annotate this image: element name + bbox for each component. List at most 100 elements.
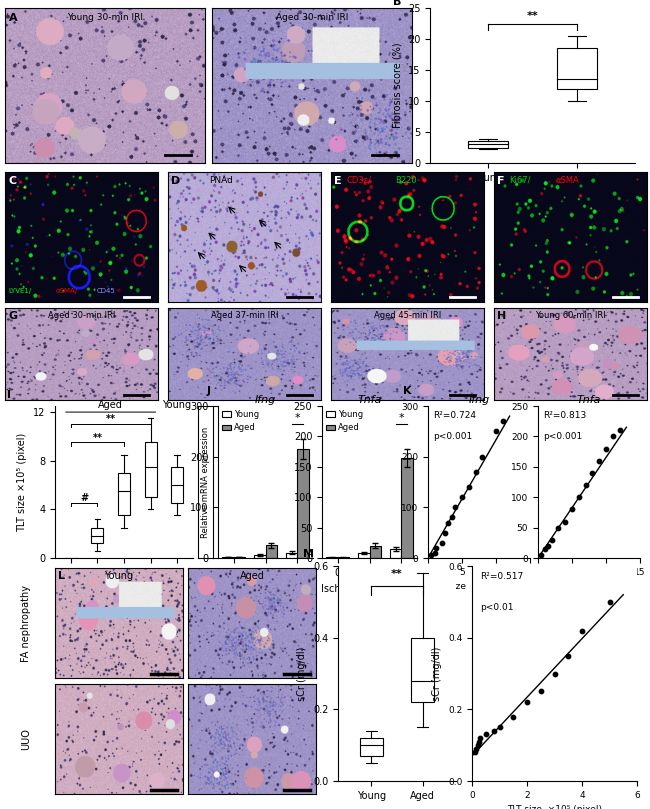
- Point: [463, 481, 474, 493]
- Text: Young: Young: [105, 571, 133, 582]
- Text: #: #: [80, 493, 88, 503]
- Y-axis label: TLT size ×10⁵ (pixel): TLT size ×10⁵ (pixel): [18, 432, 27, 532]
- Text: **: **: [526, 11, 538, 21]
- Point: [553, 521, 564, 534]
- Text: Aged 45-min IRI: Aged 45-min IRI: [374, 311, 441, 320]
- Text: L: L: [58, 571, 64, 582]
- Text: LYVE1/: LYVE1/: [8, 288, 31, 294]
- Bar: [402, 458, 413, 558]
- Text: FA nephropathy: FA nephropathy: [21, 584, 31, 662]
- Text: αSMA/: αSMA/: [55, 288, 77, 294]
- X-axis label: Ischemic time (min): Ischemic time (min): [216, 583, 315, 593]
- Point: [447, 511, 457, 524]
- Text: R²=0.517: R²=0.517: [480, 573, 523, 582]
- Text: E: E: [334, 176, 342, 186]
- Text: Aged: Aged: [98, 400, 123, 410]
- Text: Aged 30-min IRI: Aged 30-min IRI: [48, 311, 115, 320]
- Bar: [118, 473, 130, 515]
- Point: [536, 685, 546, 698]
- Text: *: *: [294, 413, 300, 423]
- Point: [604, 595, 615, 608]
- Bar: [390, 549, 402, 558]
- Text: Ki67/: Ki67/: [510, 176, 531, 185]
- Point: [536, 549, 547, 561]
- X-axis label: TLT size  ×10⁵ (pixel): TLT size ×10⁵ (pixel): [507, 805, 602, 809]
- X-axis label: Ischemic time (min): Ischemic time (min): [320, 583, 419, 593]
- Point: [480, 728, 491, 741]
- Bar: [92, 527, 103, 544]
- X-axis label: TLT size  ×10⁵ (pixel): TLT size ×10⁵ (pixel): [432, 582, 526, 591]
- Point: [430, 546, 440, 559]
- Point: [491, 425, 501, 438]
- Bar: [358, 553, 369, 558]
- Point: [540, 542, 550, 555]
- Bar: [222, 557, 233, 558]
- Text: **: **: [106, 414, 116, 425]
- Point: [567, 503, 577, 516]
- Text: CD45: CD45: [97, 288, 116, 294]
- Text: CD3ε/: CD3ε/: [346, 176, 371, 185]
- Point: [601, 442, 611, 455]
- Text: Aged 30-min IRI: Aged 30-min IRI: [276, 13, 348, 22]
- Bar: [144, 443, 157, 498]
- Y-axis label: sCr (mg/dl): sCr (mg/dl): [432, 646, 443, 701]
- Text: J: J: [207, 386, 211, 396]
- Point: [522, 696, 532, 709]
- Text: Aged 37-min IRI: Aged 37-min IRI: [211, 311, 278, 320]
- Text: **: **: [391, 569, 403, 578]
- Title: Tnfa: Tnfa: [577, 396, 601, 405]
- X-axis label: TLT size  ×10⁵ (pixel): TLT size ×10⁵ (pixel): [541, 582, 636, 591]
- Text: M: M: [303, 549, 313, 559]
- Bar: [360, 738, 383, 756]
- Text: I: I: [6, 391, 10, 400]
- Text: Young 30-min IRI: Young 30-min IRI: [67, 13, 143, 22]
- Point: [469, 746, 480, 759]
- Text: Aged: Aged: [240, 571, 265, 582]
- Point: [549, 667, 560, 680]
- Point: [498, 415, 508, 428]
- Bar: [557, 49, 597, 89]
- Point: [577, 624, 587, 637]
- Legend: Young, Aged: Young, Aged: [326, 410, 363, 432]
- Bar: [468, 142, 508, 147]
- Text: Young 60-min IRI: Young 60-min IRI: [535, 311, 606, 320]
- Point: [594, 454, 604, 467]
- Point: [473, 739, 483, 752]
- Point: [573, 491, 584, 504]
- Text: G: G: [8, 311, 17, 320]
- Point: [560, 515, 571, 528]
- Bar: [369, 546, 381, 558]
- Point: [450, 501, 460, 514]
- Bar: [265, 545, 277, 558]
- Point: [431, 541, 441, 554]
- Point: [489, 724, 499, 737]
- Text: R²=0.813: R²=0.813: [543, 410, 586, 420]
- Text: R²=0.724: R²=0.724: [433, 410, 476, 420]
- Point: [563, 649, 573, 662]
- Bar: [286, 553, 298, 558]
- Text: αSMA: αSMA: [555, 176, 579, 185]
- Title: Tnfa: Tnfa: [358, 396, 382, 405]
- X-axis label: Ischemic time (min): Ischemic time (min): [75, 583, 173, 593]
- Text: PNAd: PNAd: [209, 176, 233, 185]
- Title: Ifng: Ifng: [469, 396, 489, 405]
- Text: A: A: [9, 13, 18, 23]
- Text: B220: B220: [395, 176, 417, 185]
- Text: Young: Young: [162, 400, 192, 410]
- Text: F: F: [497, 176, 504, 186]
- Y-axis label: Fibrosis score (%): Fibrosis score (%): [392, 43, 402, 129]
- Point: [614, 424, 625, 437]
- Text: *: *: [398, 413, 404, 423]
- Point: [587, 467, 597, 480]
- Point: [471, 465, 481, 478]
- Point: [443, 516, 454, 529]
- Point: [440, 526, 450, 539]
- Point: [477, 450, 488, 463]
- Point: [474, 735, 484, 748]
- Point: [475, 731, 486, 744]
- Point: [436, 536, 447, 549]
- Point: [580, 479, 591, 492]
- Point: [543, 540, 553, 553]
- Text: K: K: [402, 386, 411, 396]
- Bar: [233, 557, 244, 558]
